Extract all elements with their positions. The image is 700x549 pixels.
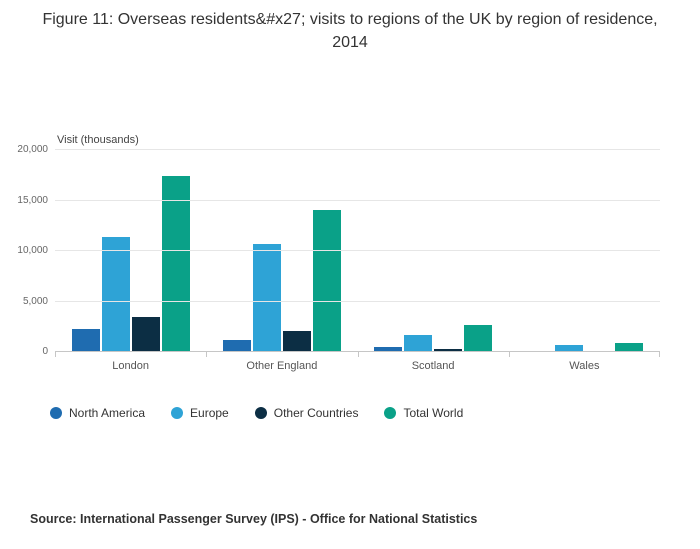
y-axis-tick-labels: 0 5,000 10,000 15,000 20,000 — [0, 144, 48, 357]
bar-europe-wales[interactable] — [555, 345, 584, 352]
gridline — [55, 351, 660, 352]
x-axis-labels: London Other England Scotland Wales — [55, 360, 660, 372]
bar-europe-scotland[interactable] — [404, 334, 433, 352]
x-axis-label-london: London — [112, 360, 149, 372]
bar-north-america-london[interactable] — [71, 328, 100, 352]
x-axis-tick — [659, 352, 660, 357]
y-axis-title: Visit (thousands) — [57, 134, 139, 146]
gridline — [55, 250, 660, 251]
y-tick-label: 10,000 — [17, 245, 48, 256]
legend-label-north-america: North America — [69, 406, 146, 420]
x-axis-tick — [357, 352, 359, 357]
bar-total-world-wales[interactable] — [615, 342, 644, 352]
plot-area — [55, 149, 660, 357]
source-note: Source: International Passenger Survey (… — [30, 512, 478, 526]
legend-label-europe: Europe — [190, 406, 229, 420]
legend-item-other-countries[interactable]: Other Countries — [254, 406, 359, 420]
bar-other-countries-london[interactable] — [131, 316, 160, 352]
legend-item-total-world[interactable]: Total World — [384, 406, 463, 420]
chart-title: Figure 11: Overseas residents&#x27; visi… — [42, 11, 658, 52]
legend-marker-other-countries — [254, 407, 267, 419]
bar-total-world-other-england[interactable] — [312, 209, 341, 352]
bar-other-countries-scotland[interactable] — [434, 348, 463, 352]
x-axis-tick — [508, 352, 510, 357]
x-axis-tick — [55, 352, 56, 357]
chart-legend: North America Europe Other Countries Total … — [50, 406, 463, 420]
x-axis-label-other-england: Other England — [246, 360, 318, 372]
legend-label-total-world: Total World — [403, 406, 464, 420]
x-axis-label-wales: Wales — [569, 360, 600, 372]
bar-other-countries-other-england[interactable] — [282, 331, 311, 352]
legend-label-other-countries: Other Countries — [273, 406, 359, 420]
gridline — [55, 149, 660, 150]
legend-item-north-america[interactable]: North America — [50, 406, 145, 420]
bar-north-america-other-england[interactable] — [222, 339, 251, 352]
bar-groups — [55, 150, 660, 352]
bar-total-world-london[interactable] — [161, 176, 190, 352]
bar-europe-other-england[interactable] — [252, 243, 281, 352]
y-tick-label: 15,000 — [17, 194, 48, 206]
y-tick-label: 5,000 — [22, 295, 48, 307]
bar-europe-london[interactable] — [101, 236, 130, 352]
bar-group-other-england — [206, 150, 357, 352]
legend-marker-europe — [171, 407, 184, 419]
x-axis-label-scotland: Scotland — [411, 360, 455, 372]
bar-north-america-scotland[interactable] — [374, 347, 403, 352]
legend-item-europe[interactable]: Europe — [171, 406, 229, 420]
legend-marker-total-world — [384, 407, 397, 419]
bar-total-world-scotland[interactable] — [464, 325, 493, 352]
bar-group-london — [55, 150, 206, 352]
gridline — [55, 199, 660, 201]
y-tick-label: 0 — [42, 346, 48, 357]
legend-marker-north-america — [50, 407, 62, 419]
bar-group-scotland — [358, 150, 509, 352]
y-tick-label: 20,000 — [17, 144, 48, 155]
gridline — [55, 300, 660, 302]
bar-group-wales — [509, 150, 660, 352]
x-axis-tick — [206, 352, 208, 357]
